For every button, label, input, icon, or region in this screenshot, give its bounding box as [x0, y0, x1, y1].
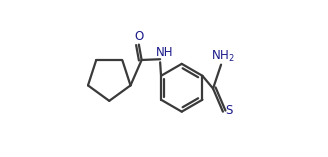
Text: S: S	[225, 104, 233, 117]
Text: O: O	[134, 30, 143, 43]
Text: NH: NH	[156, 46, 174, 59]
Text: NH$_2$: NH$_2$	[211, 49, 235, 64]
